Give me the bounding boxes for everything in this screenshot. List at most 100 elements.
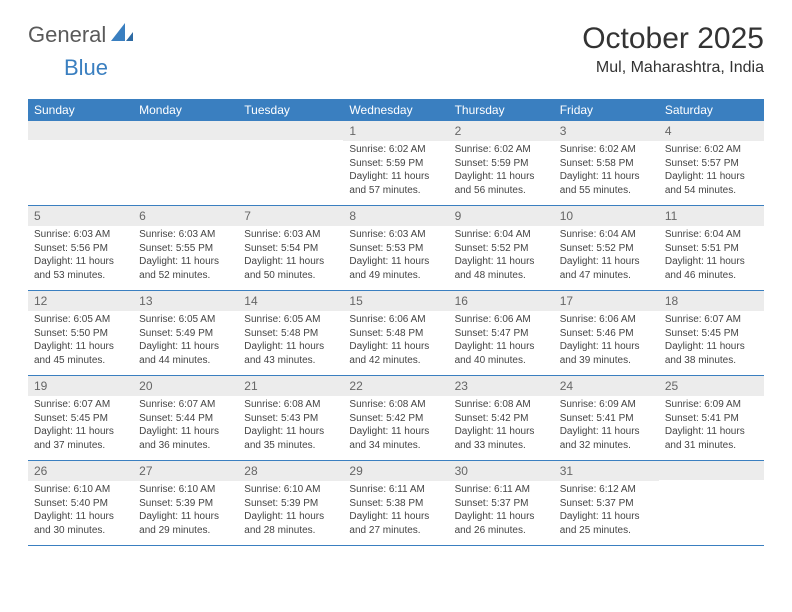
daylight-text: Daylight: 11 hours and 52 minutes. — [139, 255, 232, 282]
day-data: Sunrise: 6:03 AMSunset: 5:53 PMDaylight:… — [343, 226, 448, 290]
day-cell: 17Sunrise: 6:06 AMSunset: 5:46 PMDayligh… — [554, 291, 659, 376]
dow-saturday: Saturday — [659, 99, 764, 121]
calendar-body: 1Sunrise: 6:02 AMSunset: 5:59 PMDaylight… — [28, 121, 764, 546]
brand-logo: General — [28, 22, 135, 48]
daylight-text: Daylight: 11 hours and 42 minutes. — [349, 340, 442, 367]
daylight-text: Daylight: 11 hours and 56 minutes. — [455, 170, 548, 197]
day-number: 9 — [449, 206, 554, 226]
sunrise-text: Sunrise: 6:05 AM — [244, 313, 337, 327]
sunset-text: Sunset: 5:42 PM — [455, 412, 548, 426]
sunset-text: Sunset: 5:55 PM — [139, 242, 232, 256]
dow-monday: Monday — [133, 99, 238, 121]
daylight-text: Daylight: 11 hours and 54 minutes. — [665, 170, 758, 197]
day-data: Sunrise: 6:06 AMSunset: 5:47 PMDaylight:… — [449, 311, 554, 375]
day-data: Sunrise: 6:11 AMSunset: 5:37 PMDaylight:… — [449, 481, 554, 545]
sunrise-text: Sunrise: 6:07 AM — [665, 313, 758, 327]
day-number — [133, 121, 238, 140]
day-number: 14 — [238, 291, 343, 311]
day-cell: 28Sunrise: 6:10 AMSunset: 5:39 PMDayligh… — [238, 461, 343, 546]
day-number: 23 — [449, 376, 554, 396]
daylight-text: Daylight: 11 hours and 53 minutes. — [34, 255, 127, 282]
day-number: 29 — [343, 461, 448, 481]
daylight-text: Daylight: 11 hours and 31 minutes. — [665, 425, 758, 452]
sunrise-text: Sunrise: 6:03 AM — [244, 228, 337, 242]
day-data: Sunrise: 6:07 AMSunset: 5:45 PMDaylight:… — [28, 396, 133, 460]
page: General October 2025 Mul, Maharashtra, I… — [0, 0, 792, 566]
daylight-text: Daylight: 11 hours and 47 minutes. — [560, 255, 653, 282]
day-data: Sunrise: 6:05 AMSunset: 5:48 PMDaylight:… — [238, 311, 343, 375]
day-data — [133, 140, 238, 194]
day-cell: 31Sunrise: 6:12 AMSunset: 5:37 PMDayligh… — [554, 461, 659, 546]
daylight-text: Daylight: 11 hours and 48 minutes. — [455, 255, 548, 282]
daylight-text: Daylight: 11 hours and 29 minutes. — [139, 510, 232, 537]
sunset-text: Sunset: 5:38 PM — [349, 497, 442, 511]
sunset-text: Sunset: 5:52 PM — [560, 242, 653, 256]
daylight-text: Daylight: 11 hours and 46 minutes. — [665, 255, 758, 282]
sunrise-text: Sunrise: 6:03 AM — [139, 228, 232, 242]
day-cell: 15Sunrise: 6:06 AMSunset: 5:48 PMDayligh… — [343, 291, 448, 376]
sunset-text: Sunset: 5:37 PM — [560, 497, 653, 511]
daylight-text: Daylight: 11 hours and 34 minutes. — [349, 425, 442, 452]
month-title: October 2025 — [582, 22, 764, 56]
sunrise-text: Sunrise: 6:04 AM — [665, 228, 758, 242]
sunset-text: Sunset: 5:49 PM — [139, 327, 232, 341]
day-data: Sunrise: 6:04 AMSunset: 5:51 PMDaylight:… — [659, 226, 764, 290]
sunrise-text: Sunrise: 6:10 AM — [244, 483, 337, 497]
sunrise-text: Sunrise: 6:03 AM — [349, 228, 442, 242]
sunrise-text: Sunrise: 6:06 AM — [455, 313, 548, 327]
sunrise-text: Sunrise: 6:04 AM — [560, 228, 653, 242]
day-data: Sunrise: 6:05 AMSunset: 5:49 PMDaylight:… — [133, 311, 238, 375]
dow-friday: Friday — [554, 99, 659, 121]
daylight-text: Daylight: 11 hours and 49 minutes. — [349, 255, 442, 282]
sunrise-text: Sunrise: 6:06 AM — [560, 313, 653, 327]
week-row: 5Sunrise: 6:03 AMSunset: 5:56 PMDaylight… — [28, 206, 764, 291]
day-number: 25 — [659, 376, 764, 396]
day-number: 10 — [554, 206, 659, 226]
day-data: Sunrise: 6:07 AMSunset: 5:45 PMDaylight:… — [659, 311, 764, 375]
day-number: 12 — [28, 291, 133, 311]
day-data: Sunrise: 6:02 AMSunset: 5:59 PMDaylight:… — [343, 141, 448, 205]
sunrise-text: Sunrise: 6:06 AM — [349, 313, 442, 327]
day-number — [238, 121, 343, 140]
daylight-text: Daylight: 11 hours and 45 minutes. — [34, 340, 127, 367]
day-data: Sunrise: 6:10 AMSunset: 5:39 PMDaylight:… — [238, 481, 343, 545]
day-number: 31 — [554, 461, 659, 481]
day-number: 18 — [659, 291, 764, 311]
sunrise-text: Sunrise: 6:07 AM — [139, 398, 232, 412]
daylight-text: Daylight: 11 hours and 37 minutes. — [34, 425, 127, 452]
sunset-text: Sunset: 5:41 PM — [665, 412, 758, 426]
daylight-text: Daylight: 11 hours and 36 minutes. — [139, 425, 232, 452]
sunset-text: Sunset: 5:40 PM — [34, 497, 127, 511]
sunrise-text: Sunrise: 6:12 AM — [560, 483, 653, 497]
day-data: Sunrise: 6:03 AMSunset: 5:55 PMDaylight:… — [133, 226, 238, 290]
daylight-text: Daylight: 11 hours and 50 minutes. — [244, 255, 337, 282]
day-number: 17 — [554, 291, 659, 311]
daylight-text: Daylight: 11 hours and 26 minutes. — [455, 510, 548, 537]
daylight-text: Daylight: 11 hours and 39 minutes. — [560, 340, 653, 367]
day-cell: 2Sunrise: 6:02 AMSunset: 5:59 PMDaylight… — [449, 121, 554, 206]
sunset-text: Sunset: 5:50 PM — [34, 327, 127, 341]
day-data: Sunrise: 6:12 AMSunset: 5:37 PMDaylight:… — [554, 481, 659, 545]
day-cell: 26Sunrise: 6:10 AMSunset: 5:40 PMDayligh… — [28, 461, 133, 546]
daylight-text: Daylight: 11 hours and 32 minutes. — [560, 425, 653, 452]
day-cell: 27Sunrise: 6:10 AMSunset: 5:39 PMDayligh… — [133, 461, 238, 546]
day-number: 7 — [238, 206, 343, 226]
sunset-text: Sunset: 5:51 PM — [665, 242, 758, 256]
week-row: 1Sunrise: 6:02 AMSunset: 5:59 PMDaylight… — [28, 121, 764, 206]
sunrise-text: Sunrise: 6:05 AM — [139, 313, 232, 327]
week-row: 19Sunrise: 6:07 AMSunset: 5:45 PMDayligh… — [28, 376, 764, 461]
day-data: Sunrise: 6:11 AMSunset: 5:38 PMDaylight:… — [343, 481, 448, 545]
day-cell: 19Sunrise: 6:07 AMSunset: 5:45 PMDayligh… — [28, 376, 133, 461]
day-number: 6 — [133, 206, 238, 226]
day-number: 13 — [133, 291, 238, 311]
day-cell: 23Sunrise: 6:08 AMSunset: 5:42 PMDayligh… — [449, 376, 554, 461]
daylight-text: Daylight: 11 hours and 57 minutes. — [349, 170, 442, 197]
sunrise-text: Sunrise: 6:07 AM — [34, 398, 127, 412]
day-cell: 24Sunrise: 6:09 AMSunset: 5:41 PMDayligh… — [554, 376, 659, 461]
day-number: 28 — [238, 461, 343, 481]
sunrise-text: Sunrise: 6:08 AM — [244, 398, 337, 412]
sunrise-text: Sunrise: 6:08 AM — [455, 398, 548, 412]
day-cell: 30Sunrise: 6:11 AMSunset: 5:37 PMDayligh… — [449, 461, 554, 546]
day-data: Sunrise: 6:04 AMSunset: 5:52 PMDaylight:… — [554, 226, 659, 290]
day-number: 5 — [28, 206, 133, 226]
